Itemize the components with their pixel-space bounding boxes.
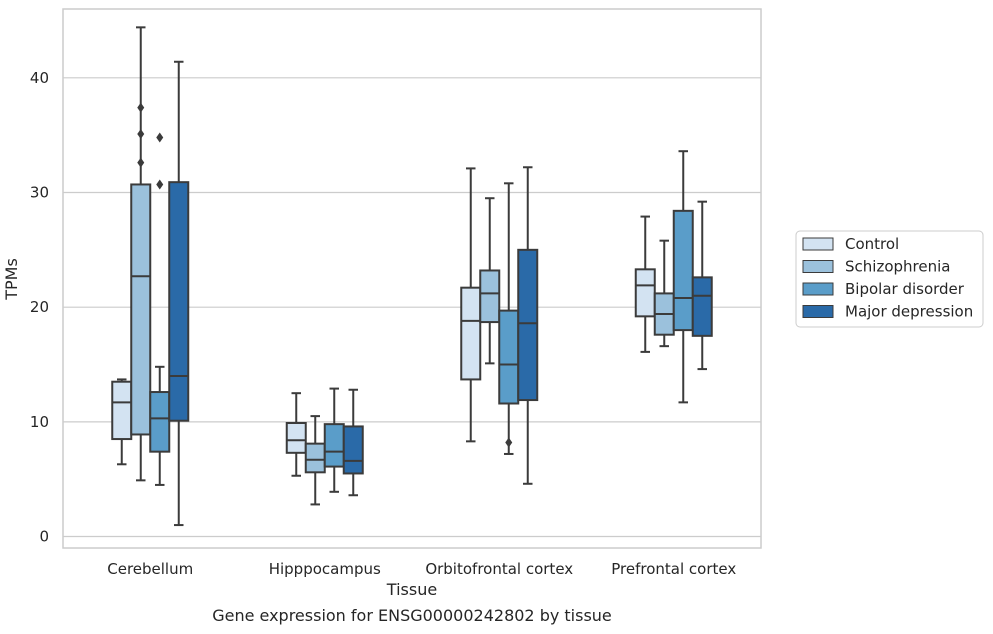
box [323,387,345,493]
y-tick-label: 10 [30,413,49,431]
y-tick-label: 40 [30,69,49,87]
box [691,200,713,371]
box-iqr [130,183,152,436]
y-tick-label: 30 [30,183,49,201]
legend-frame [795,230,984,328]
box [634,215,656,353]
box-iqr [111,380,133,441]
box-series [111,26,713,527]
y-axis-label: TPMs [2,258,21,301]
box [672,150,694,404]
box [498,182,520,455]
box [285,392,307,477]
outlier-point [505,437,513,448]
box-iqr [479,269,501,324]
legend-label: Major depression [845,303,973,321]
x-axis-label: Tissue [386,580,437,599]
box [653,239,675,348]
y-tick-label: 20 [30,298,49,316]
outlier-point [156,179,164,190]
box-iqr [460,286,482,381]
box-iqr [168,181,190,422]
legend-swatch [802,282,834,296]
chart-caption: Gene expression for ENSG00000242802 by t… [212,606,612,625]
box-iqr [342,425,364,475]
box [149,132,171,486]
box-iqr [634,268,656,318]
legend-label: Schizophrenia [845,258,950,276]
box-iqr [285,421,307,454]
y-tick-labels: 0 10 20 30 40 [30,69,49,546]
outlier-point [156,132,164,143]
legend-label: Bipolar disorder [845,280,965,298]
box-iqr [672,209,694,332]
box [342,388,364,497]
x-tick-label: Hipppocampus [269,560,381,578]
series-schizophrenia [130,26,675,506]
legend-swatch [802,305,834,318]
box-iqr [517,248,539,402]
box-iqr [691,276,713,337]
box [304,415,326,506]
outlier-point [137,129,145,140]
y-tick-label: 0 [39,528,49,546]
box [517,166,539,485]
outlier-point [137,102,145,113]
plot-area-frame [62,8,762,549]
box [111,378,133,466]
legend: Control Schizophrenia Bipolar disorder Majo… [795,230,984,328]
box [479,197,501,365]
series-control [111,167,656,477]
box [130,26,152,482]
box-iqr [149,391,171,453]
box-iqr [498,309,520,405]
outlier-point [137,157,145,168]
box-iqr [323,423,345,468]
x-tick-label: Prefrontal cortex [611,560,736,578]
legend-swatch [802,237,834,251]
legend-label: Control [845,235,899,253]
x-tick-label: Cerebellum [107,560,193,578]
series-bipolar-disorder [149,132,694,493]
box-iqr [304,442,326,474]
legend-swatch [802,260,834,273]
series-major-depression [168,60,713,527]
x-tick-label: Orbitofrontal cortex [425,560,573,578]
box [168,60,190,527]
box [460,167,482,443]
x-tick-labels: Cerebellum Hipppocampus Orbitofrontal cort… [107,560,736,578]
